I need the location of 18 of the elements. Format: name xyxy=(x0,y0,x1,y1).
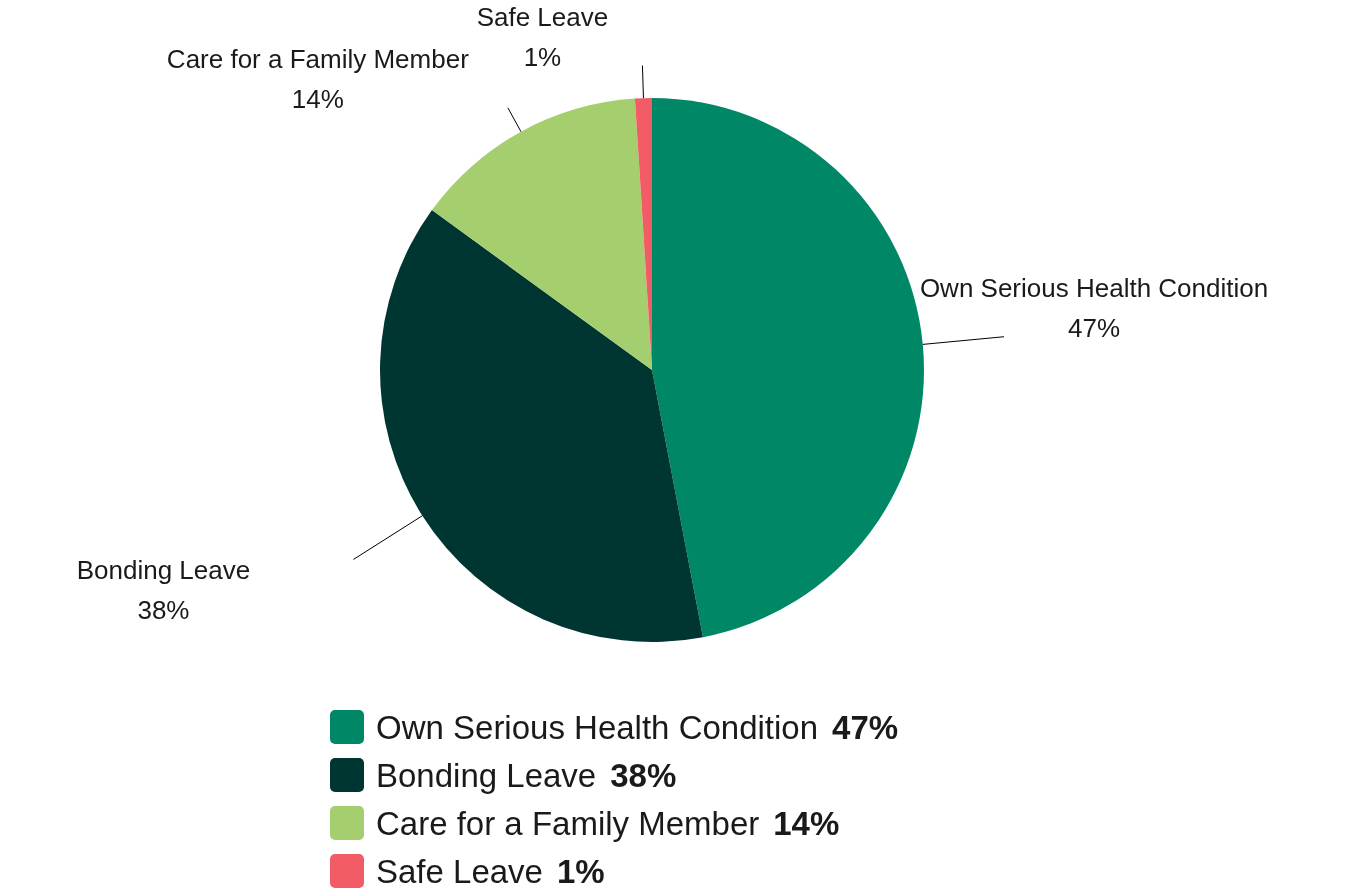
slice-label: Safe Leave xyxy=(476,1,609,32)
pie-slice xyxy=(431,98,652,370)
data-label: 47% xyxy=(1068,312,1121,343)
data-label: 1% xyxy=(523,41,562,72)
text: 14% xyxy=(773,805,840,842)
data-label: 14% xyxy=(291,83,344,114)
legend-label: Safe Leave xyxy=(376,853,543,888)
data-label: 38% xyxy=(137,595,190,626)
legend-label: Bonding Leave xyxy=(376,757,597,794)
legend-label: Own Serious Health Condition xyxy=(376,709,819,746)
legend-label: Care for a Family Member xyxy=(376,805,760,842)
slice-label: Own Serious Health Condition xyxy=(919,272,1269,303)
slice-label: Care for a Family Member xyxy=(166,43,470,74)
pie-slice xyxy=(380,210,703,642)
text: 1% xyxy=(556,853,605,888)
slice-label: Bonding Leave xyxy=(76,555,251,586)
text: 38% xyxy=(610,757,677,794)
text: 47% xyxy=(832,709,899,746)
